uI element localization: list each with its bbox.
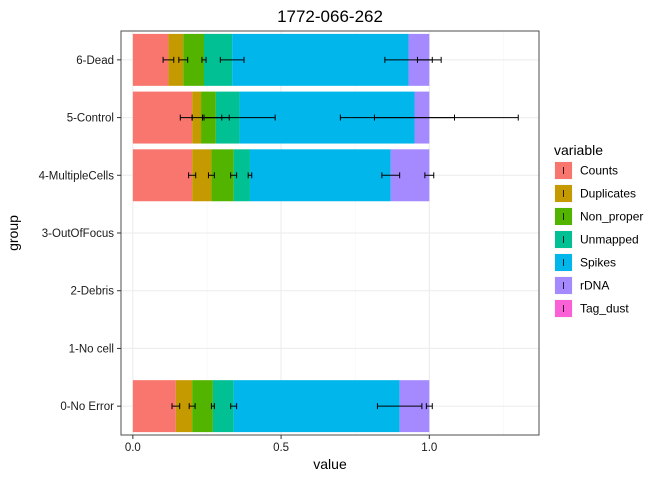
bar-segment-spikes xyxy=(233,380,400,433)
legend-item: Tag_dust xyxy=(553,298,629,319)
bar-segment-unmapped xyxy=(233,149,250,202)
x-tick-label: 1.0 xyxy=(421,442,437,454)
legend-item: Non_proper xyxy=(553,206,643,227)
x-tick-label: 0.0 xyxy=(125,442,141,454)
y-tick-label: 6-Dead xyxy=(76,55,114,67)
error-bar xyxy=(424,172,435,179)
bar-segment-duplicates xyxy=(168,33,184,86)
bar-segment-non-proper xyxy=(183,33,205,86)
y-tick-label: 2-Debris xyxy=(71,286,115,298)
error-bar xyxy=(219,56,245,63)
bar-segment-duplicates xyxy=(192,149,212,202)
legend-item: rDNA xyxy=(553,275,609,296)
y-tick-label: 1-No cell xyxy=(69,343,114,355)
legend-item: Counts xyxy=(553,160,618,181)
legend-label: Tag_dust xyxy=(580,302,629,316)
y-axis: 0-No Error 1-No cell 2-Debris 3-OutOfFocus 4… xyxy=(39,55,121,413)
error-bar xyxy=(188,403,196,410)
bar-segment-spikes xyxy=(232,33,409,86)
bars xyxy=(132,33,430,433)
error-bar xyxy=(247,172,253,179)
bar-segment-counts xyxy=(132,33,169,86)
error-bar xyxy=(188,172,197,179)
legend-label: Non_proper xyxy=(580,210,643,224)
x-axis: 0.0 0.5 1.0 xyxy=(125,435,437,454)
legend-item: Unmapped xyxy=(553,229,639,250)
y-tick-label: 0-No Error xyxy=(60,401,114,413)
y-axis-title: group xyxy=(5,215,21,251)
legend-label: Unmapped xyxy=(580,233,639,247)
legend-item: Spikes xyxy=(553,252,616,273)
error-bars xyxy=(162,56,519,410)
error-bar xyxy=(201,56,207,63)
error-bar xyxy=(376,403,423,410)
bar-segment-duplicates xyxy=(175,380,193,433)
error-bar xyxy=(381,172,401,179)
error-bar xyxy=(425,403,433,410)
legend-item: Duplicates xyxy=(553,183,636,204)
y-tick-label: 4-MultipleCells xyxy=(39,170,115,182)
error-bar xyxy=(416,56,442,63)
bar-segment-spikes xyxy=(249,149,391,202)
error-bar xyxy=(203,114,276,121)
x-tick-label: 0.5 xyxy=(273,442,289,454)
legend-label: Duplicates xyxy=(580,187,636,201)
error-bar xyxy=(230,403,238,410)
error-bar xyxy=(339,114,519,121)
bar-segment-unmapped xyxy=(212,380,234,433)
legend: variable Counts Duplicates Non_proper Unmap… xyxy=(553,142,643,319)
legend-label: Spikes xyxy=(580,256,616,270)
error-bar xyxy=(162,56,175,63)
x-axis-title: value xyxy=(313,456,347,472)
legend-label: Counts xyxy=(580,164,618,178)
y-tick-label: 3-OutOfFocus xyxy=(42,228,114,240)
bar-segment-counts xyxy=(132,149,193,202)
error-bar xyxy=(210,403,215,410)
legend-label: rDNA xyxy=(580,279,609,293)
error-bar xyxy=(171,403,181,410)
bar-segment-non-proper xyxy=(192,380,213,433)
y-tick-label: 5-Control xyxy=(67,113,114,125)
chart-title: 1772-066-262 xyxy=(277,7,383,26)
error-bar xyxy=(207,172,215,179)
legend-title: variable xyxy=(554,142,603,158)
error-bar xyxy=(178,56,189,63)
legend-items: Counts Duplicates Non_proper Unmapped Spikes… xyxy=(553,160,643,319)
bar-segment-counts xyxy=(132,380,176,433)
error-bar xyxy=(230,172,238,179)
bar-segment-non-proper xyxy=(211,149,234,202)
